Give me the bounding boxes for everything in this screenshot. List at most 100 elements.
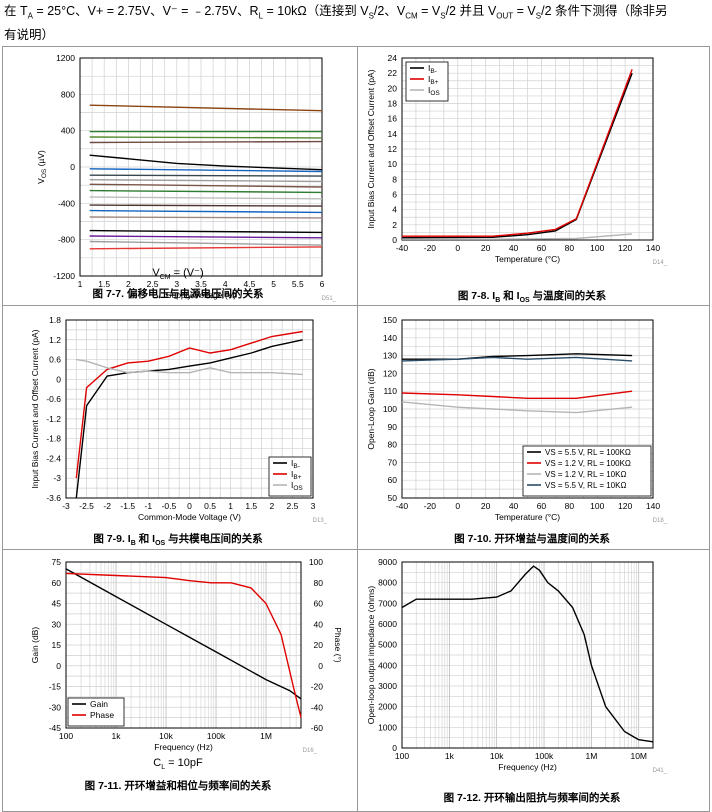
x-axis-label: Frequency (Hz) xyxy=(154,742,213,752)
legend-label: IB+ xyxy=(428,74,439,86)
series-line-9 xyxy=(89,189,323,194)
series-line-3 xyxy=(89,140,323,144)
y-tick-label: -400 xyxy=(58,198,75,208)
x-axis-label: Supply Voltage (V) xyxy=(166,290,237,300)
x-tick-label: 80 xyxy=(565,243,575,253)
plot-frame xyxy=(401,57,654,241)
y-tick-label: 1200 xyxy=(56,53,75,63)
x-tick-label: 120 xyxy=(618,501,632,511)
y-tick-label: 1.8 xyxy=(49,315,61,325)
chart-offset-voltage-vs-supply: 1 1.5 2 2.5 3 3.5 4 4.5 5 5.5 6 -1200 -800 -400 0 400 80… xyxy=(36,53,337,302)
y-tick-label: 0 xyxy=(392,743,397,753)
x-tick-label: 100 xyxy=(590,243,604,253)
chart-output-impedance-vs-frequency: 100 1k 10k 100k 1M 10M 0 1000 2000 3000 4000 5000 60… xyxy=(366,557,668,774)
y-tick-label: 3000 xyxy=(378,681,397,691)
x-tick-label: 3 xyxy=(174,279,179,289)
intro-line-2: 有说明） xyxy=(4,27,55,42)
y2-tick-label: -60 xyxy=(311,723,324,733)
y2-tick-label: 20 xyxy=(314,640,324,650)
y-tick-label: 5000 xyxy=(378,640,397,650)
y2-tick-label: 80 xyxy=(314,578,324,588)
x-axis-label: Temperature (°C) xyxy=(495,254,560,264)
y-tick-label: -2.4 xyxy=(46,453,61,463)
legend-label: IB+ xyxy=(291,469,302,481)
x-tick-label: 1.5 xyxy=(245,501,257,511)
chart-open-loop-gain-vs-temperature: -40 -20 0 20 40 60 80 100 120 140 50 60 70 80 90 100 110… xyxy=(366,315,668,524)
plot-frame xyxy=(65,319,314,499)
series-line-0 xyxy=(89,104,323,112)
figure-7-9: -3 -2.5 -2 -1.5 -1 -0.5 0 0.5 1 1.5 2 2.5 3 -3.6 -3 -2.… xyxy=(0,306,354,528)
y-tick-label: 10 xyxy=(388,159,398,169)
y2-tick-label: -40 xyxy=(311,702,324,712)
figure-7-10: -40 -20 0 20 40 60 80 100 120 140 50 60 70 80 90 100 110… xyxy=(356,306,710,528)
series-line-vs-5-5-v-rl-10k- xyxy=(401,356,633,362)
y-tick-label: 1000 xyxy=(378,722,397,732)
y-axis-label: Input Bias Current and Offset Current (p… xyxy=(30,329,40,488)
y-tick-label: -800 xyxy=(58,235,75,245)
x-tick-label: 1 xyxy=(228,501,233,511)
y-tick-label: -0.6 xyxy=(46,394,61,404)
y-axis-label: Open-loop output impedance (ohms) xyxy=(366,586,376,725)
x-tick-label: -20 xyxy=(424,243,437,253)
x-tick-label: 1M xyxy=(585,751,597,761)
series-line-ib- xyxy=(75,339,303,499)
plot-frame xyxy=(401,561,654,749)
series-line-6 xyxy=(89,174,323,177)
y-tick-label: 60 xyxy=(52,578,62,588)
y2-tick-label: 60 xyxy=(314,599,324,609)
y2-axis-label: Phase (°) xyxy=(333,627,343,663)
x-tick-label: -2 xyxy=(103,501,111,511)
legend-label: IB- xyxy=(291,458,300,470)
legend-label: VS = 5.5 V, RL = 10KΩ xyxy=(545,481,626,490)
x-tick-label: 1 xyxy=(78,279,83,289)
y-tick-label: 100 xyxy=(383,404,397,414)
x-tick-label: -2.5 xyxy=(79,501,94,511)
series-line-phase xyxy=(65,572,302,718)
x-tick-label: -1.5 xyxy=(120,501,135,511)
x-tick-label: 2.5 xyxy=(287,501,299,511)
figure-code: D14_ xyxy=(653,260,668,266)
y-tick-label: 6000 xyxy=(378,619,397,629)
y-tick-label: 400 xyxy=(61,126,75,136)
y-tick-label: 0 xyxy=(70,162,75,172)
legend-label: IB- xyxy=(428,63,437,75)
legend-box xyxy=(67,697,125,727)
y-tick-label: 110 xyxy=(383,386,397,396)
series-line-ios xyxy=(402,233,633,240)
y-tick-label: 8000 xyxy=(378,578,397,588)
y2-tick-label: 100 xyxy=(309,557,323,567)
series-line-16 xyxy=(89,240,323,246)
series-line-ib- xyxy=(402,69,633,237)
x-tick-label: 3.5 xyxy=(195,279,207,289)
x-tick-label: 140 xyxy=(646,501,660,511)
x-tick-label: 100 xyxy=(590,501,604,511)
y-tick-label: 60 xyxy=(388,475,398,485)
plot-frame xyxy=(65,561,302,729)
x-tick-label: -0.5 xyxy=(162,501,177,511)
x-tick-label: 80 xyxy=(565,501,575,511)
x-tick-label: 5 xyxy=(271,279,276,289)
figure-7-7: 1 1.5 2 2.5 3 3.5 4 4.5 5 5.5 6 -1200 -800 -400 0 400 80… xyxy=(0,46,354,302)
y-tick-label: 9000 xyxy=(378,557,397,567)
x-tick-label: 140 xyxy=(646,243,660,253)
figure-7-11: 100 1k 10k 100k 1M -45 -30 -15 0 15 30 45 60 75 -60 -40… xyxy=(0,550,354,756)
x-tick-label: 120 xyxy=(618,243,632,253)
x-tick-label: -3 xyxy=(62,501,70,511)
x-tick-label: 10k xyxy=(490,751,504,761)
y-tick-label: 14 xyxy=(388,129,398,139)
x-tick-label: 40 xyxy=(509,243,519,253)
x-tick-label: 100 xyxy=(59,731,73,741)
y-tick-label: 4000 xyxy=(378,660,397,670)
x-tick-label: 20 xyxy=(481,501,491,511)
series-line-gain xyxy=(65,568,302,700)
series-line-0 xyxy=(401,565,654,743)
y-tick-label: 7000 xyxy=(378,598,397,608)
y-tick-label: 45 xyxy=(52,599,62,609)
y-tick-label: 0 xyxy=(56,661,61,671)
y-tick-label: 0.6 xyxy=(49,355,61,365)
x-tick-label: -40 xyxy=(396,243,409,253)
y2-tick-label: -20 xyxy=(311,682,324,692)
x-tick-label: 2.5 xyxy=(147,279,159,289)
series-line-2 xyxy=(89,136,323,139)
y-tick-label: 90 xyxy=(388,422,398,432)
